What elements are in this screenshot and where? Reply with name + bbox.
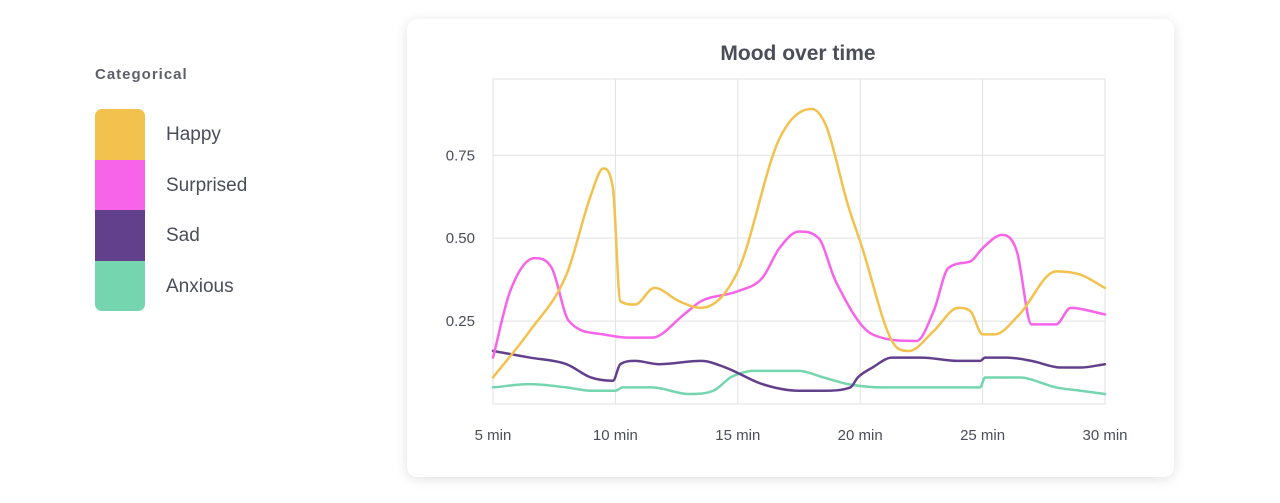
- legend-label-sad: Sad: [166, 225, 200, 246]
- y-tick-label: 0.25: [446, 313, 475, 330]
- legend-swatch-stack: [95, 109, 145, 311]
- x-tick-label: 20 min: [838, 427, 883, 444]
- series-line-happy: [491, 107, 1107, 379]
- x-tick-label: 30 min: [1082, 427, 1127, 444]
- legend-swatch-happy: [95, 109, 145, 160]
- chart-title: Mood over time: [720, 42, 875, 65]
- legend-swatch-surprised: [95, 159, 145, 210]
- x-tick-label: 5 min: [475, 427, 512, 444]
- series-line-anxious: [491, 369, 1107, 396]
- y-tick-label: 0.50: [446, 230, 475, 247]
- legend-swatch-anxious: [95, 260, 145, 311]
- legend-swatch-sad: [95, 210, 145, 261]
- y-axis-ticks: 0.25 0.50 0.75: [446, 147, 475, 330]
- chart-grid: [492, 78, 1106, 405]
- x-tick-label: 15 min: [715, 427, 760, 444]
- y-tick-label: 0.75: [446, 147, 475, 164]
- legend-label-happy: Happy: [166, 124, 221, 145]
- x-axis-ticks: 5 min 10 min 15 min 20 min 25 min 30 min: [475, 427, 1128, 444]
- x-tick-label: 10 min: [593, 427, 638, 444]
- series-line-surprised: [491, 230, 1107, 359]
- legend-heading: Categorical: [95, 66, 188, 83]
- x-tick-label: 25 min: [960, 427, 1005, 444]
- series-line-sad: [491, 349, 1107, 392]
- chart-card: Mood over time 0.25 0.50 0.75 5 min 10 min 1…: [407, 19, 1174, 477]
- legend-label-surprised: Surprised: [166, 175, 248, 196]
- chart-series: [491, 107, 1107, 396]
- mood-chart: Mood over time 0.25 0.50 0.75 5 min 10 min 1…: [446, 42, 1128, 444]
- legend-label-anxious: Anxious: [166, 276, 234, 297]
